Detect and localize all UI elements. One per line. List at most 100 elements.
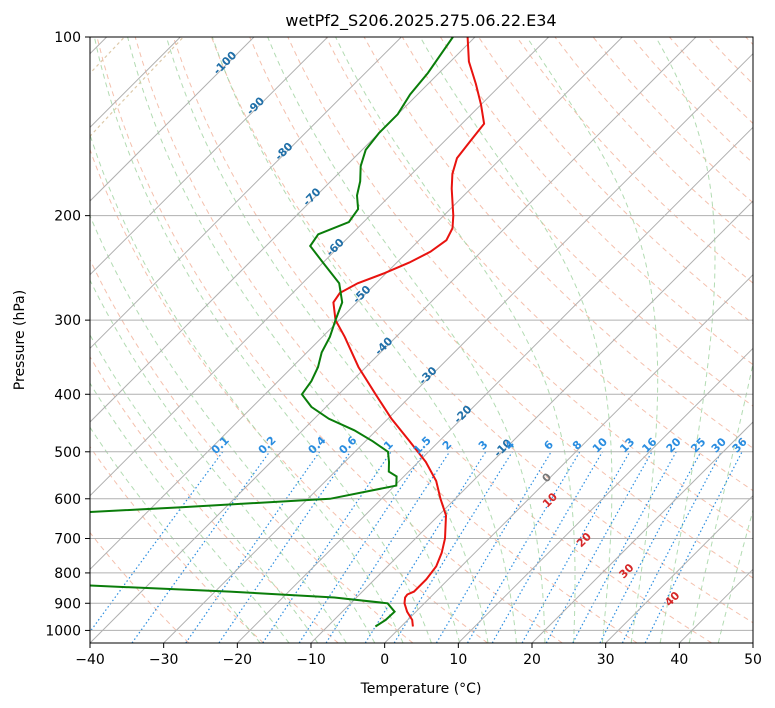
isotherm	[531, 421, 753, 643]
mixing-ratio-line	[325, 451, 451, 643]
isotherm-label: -70	[300, 185, 323, 208]
dry-adiabat	[439, 37, 753, 366]
profile-lines	[90, 37, 486, 628]
mixing-ratio-label: 1.5	[411, 434, 434, 457]
dry-adiabat	[669, 37, 753, 125]
isotherm	[90, 37, 623, 571]
dry-adiabat	[745, 37, 753, 46]
isotherm	[90, 37, 402, 350]
line-labels: -100-90-80-70-60-50-40-30-20-1000.1 0.2 0.…	[209, 49, 750, 609]
isotherm-label: -80	[272, 140, 295, 163]
y-tick-label: 600	[54, 492, 81, 508]
moist-adiabat	[211, 37, 517, 643]
isotherm-label: -40	[372, 334, 395, 357]
moist-adiabat	[526, 37, 659, 643]
isotherm	[90, 37, 476, 423]
y-tick-label: 900	[54, 596, 81, 612]
chart-title: wetPf2_S206.2025.275.06.22.E34	[285, 11, 556, 31]
isotherm-label: -60	[324, 236, 347, 259]
x-tick-label: 50	[744, 652, 762, 668]
isotherm-label: 0	[540, 470, 555, 485]
mixing-ratio-line	[545, 451, 653, 643]
mixing-ratio-line	[298, 451, 426, 643]
dry-adiabat	[172, 37, 712, 643]
x-axis-label: Temperature (°C)	[360, 681, 482, 697]
y-tick-label: 400	[54, 387, 81, 403]
moist-adiabat	[90, 133, 404, 643]
isotherm	[678, 568, 753, 643]
isotherm	[90, 37, 697, 643]
x-tick-label: −20	[223, 652, 253, 668]
x-tick-label: 0	[380, 652, 389, 668]
x-tick-label: 10	[449, 652, 467, 668]
isotherm-label: -20	[451, 403, 474, 426]
isotherm	[605, 494, 753, 643]
dry-adiabat	[478, 37, 753, 325]
y-tick-label: 1000	[45, 623, 81, 639]
moist-adiabat	[90, 426, 261, 643]
moist-adiabat	[90, 333, 319, 643]
mixing-ratio-line	[185, 451, 321, 643]
isotherm	[90, 37, 255, 202]
dewpoint-line	[90, 37, 454, 628]
isotherm	[457, 347, 753, 643]
x-tick-label: −40	[75, 652, 105, 668]
mixing-ratio-label: 25	[688, 435, 708, 455]
x-axis: −40 −30 −20 −10 0 10 20 30 40 50	[75, 643, 762, 668]
isotherm	[90, 37, 329, 276]
mixing-ratio-line	[644, 451, 743, 643]
x-tick-label: −30	[149, 652, 179, 668]
mixing-ratio-line	[521, 451, 631, 643]
isotherm	[752, 642, 753, 643]
mixing-ratio-line	[218, 451, 351, 643]
y-tick-label: 200	[54, 209, 81, 225]
y-axis: 100 200 300 400 500 600 700 800 900 1000	[45, 30, 90, 639]
moist-adiabat	[90, 214, 376, 643]
x-tick-label: −10	[296, 652, 326, 668]
isotherm	[90, 37, 550, 497]
moist-adiabat-label: 20	[574, 530, 594, 550]
moist-adiabat	[688, 361, 753, 643]
isotherm	[236, 126, 753, 643]
mixing-ratio-label: 0.1	[209, 434, 232, 457]
isotherm	[384, 273, 753, 643]
y-tick-label: 800	[54, 566, 81, 582]
dry-adiabat	[249, 37, 753, 579]
mixing-ratio-line	[131, 451, 271, 643]
y-axis-label: Pressure (hPa)	[12, 290, 28, 390]
mixing-ratio-label: 13	[617, 435, 637, 455]
moist-adiabat	[165, 37, 489, 643]
mixing-ratio-label: 0.4	[306, 434, 329, 457]
dry-adiabat	[401, 37, 753, 407]
moist-adiabat	[90, 382, 290, 643]
y-tick-label: 100	[54, 30, 81, 46]
dry-adiabat	[90, 445, 264, 643]
mixing-ratio-label: 2	[440, 438, 455, 453]
mixing-ratio-line	[435, 451, 552, 643]
mixing-ratio-line	[572, 451, 677, 643]
dry-adiabat	[516, 37, 753, 284]
mixing-ratio-line	[599, 451, 702, 643]
isotherm-label: -90	[244, 94, 267, 117]
temperature-line	[332, 37, 486, 627]
dry-adiabat	[90, 531, 190, 643]
moist-adiabat	[90, 279, 347, 643]
dry-adiabat	[90, 355, 339, 643]
plot-frame	[89, 36, 754, 644]
isotherm	[310, 200, 753, 643]
x-tick-label: 40	[670, 652, 688, 668]
dry-adiabat	[90, 258, 414, 643]
isotherm-label: -30	[416, 364, 439, 387]
mixing-ratio-label: 0.6	[336, 434, 359, 457]
background-lines	[90, 37, 753, 643]
moist-adiabat	[717, 508, 753, 643]
y-tick-label: 300	[54, 313, 81, 329]
dry-adiabat	[592, 37, 753, 204]
mixing-ratio-lines	[90, 451, 743, 643]
moist-adiabat	[93, 37, 432, 643]
isotherm	[163, 52, 753, 643]
moist-adiabat	[655, 37, 716, 643]
dry-adiabat	[96, 37, 563, 643]
dry-adiabat	[211, 37, 753, 624]
